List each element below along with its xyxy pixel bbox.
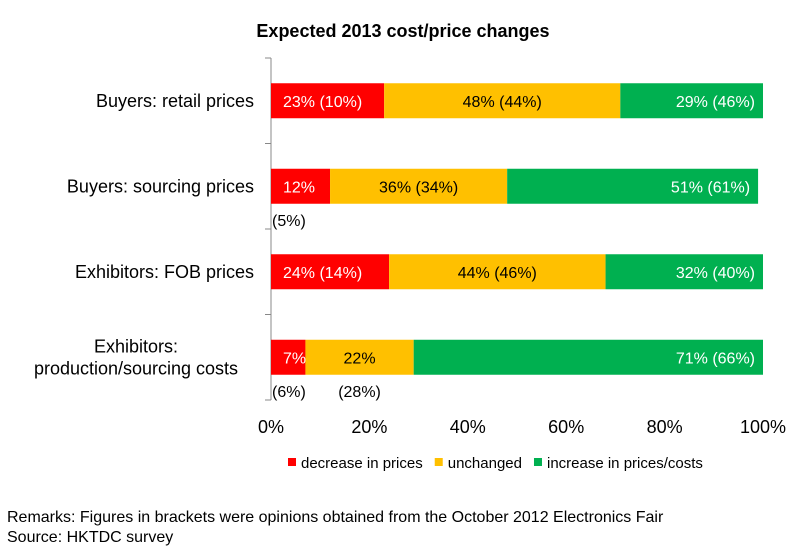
x-tick-label: 100% (740, 417, 786, 437)
bar-segment-unchanged (305, 339, 414, 375)
bar-segment-decrease-in-prices (271, 83, 385, 119)
data-label: 7% (283, 350, 306, 367)
data-label: 32% (40%) (676, 265, 755, 282)
chart-title: Expected 2013 cost/price changes (256, 21, 549, 41)
category-label: Exhibitors: production/sourcing costs (34, 336, 238, 378)
x-tick-label: 20% (351, 417, 387, 437)
data-label-bracket: (6%) (272, 384, 306, 401)
data-label: 22% (344, 350, 376, 367)
data-label: 44% (46%) (458, 265, 537, 282)
x-tick-label: 60% (548, 417, 584, 437)
remarks-text: Remarks: Figures in brackets were opinio… (7, 509, 664, 526)
data-label: 12% (283, 179, 315, 196)
data-label: 48% (44%) (463, 94, 542, 111)
legend-swatch (533, 458, 542, 466)
bar-segment-decrease-in-prices (271, 168, 331, 204)
legend-swatch (288, 458, 296, 466)
x-tick-label: 0% (258, 417, 284, 437)
bar-segment-unchanged (330, 168, 508, 204)
chart-footnotes: Remarks: Figures in brackets were opinio… (7, 508, 663, 548)
bar-segment-increase-in-prices-costs (605, 254, 763, 290)
data-label-bracket: (5%) (272, 213, 306, 230)
bar-segment-increase-in-prices-costs (413, 339, 763, 375)
legend-label: unchanged (448, 455, 522, 472)
bar-segment-unchanged (389, 254, 606, 290)
legend-label: decrease in prices (301, 455, 423, 472)
legend-label: increase in prices/costs (547, 455, 703, 472)
data-label-bracket: (28%) (338, 384, 381, 401)
data-label: 24% (14%) (283, 265, 362, 282)
x-tick-label: 80% (647, 417, 683, 437)
data-label: 23% (10%) (283, 94, 362, 111)
bar-segment-increase-in-prices-costs (507, 168, 759, 204)
data-label: 29% (46%) (676, 94, 755, 111)
source-text: Source: HKTDC survey (7, 529, 174, 546)
category-label: Buyers: sourcing prices (67, 176, 254, 196)
data-label: 51% (61%) (671, 179, 750, 196)
data-label: 71% (66%) (676, 350, 755, 367)
bar-segment-decrease-in-prices (271, 339, 306, 375)
stacked-bar-chart: Expected 2013 cost/price changes Buyers: … (34, 21, 786, 472)
bar-segment-decrease-in-prices (271, 254, 390, 290)
bar-segment-unchanged (384, 83, 621, 119)
data-label: 36% (34%) (379, 179, 458, 196)
bar-segment-increase-in-prices-costs (620, 83, 763, 119)
category-label: Exhibitors: FOB prices (75, 262, 254, 282)
category-label: Buyers: retail prices (96, 91, 254, 111)
x-tick-label: 40% (450, 417, 486, 437)
legend-swatch (434, 458, 443, 466)
